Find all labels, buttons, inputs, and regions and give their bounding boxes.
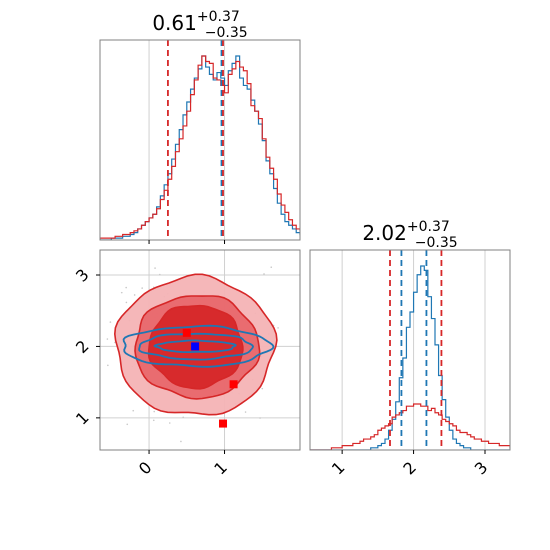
joint-sample-point: [120, 291, 123, 294]
joint-marker-red-2: [229, 380, 238, 389]
hist-param2-blue-histogram: [310, 265, 510, 450]
hist-param1-ticks: [148, 240, 226, 244]
joint-x-tick-label-0: 0: [135, 458, 156, 479]
hist-param1-minus: −0.35: [205, 25, 248, 41]
hist-param1-median: 0.61: [152, 11, 197, 35]
joint-sample-point: [133, 294, 136, 296]
joint-blue-contour-1: [138, 332, 254, 361]
joint-sample-point: [125, 301, 128, 304]
joint-sample-point: [152, 419, 155, 422]
joint-marker-blue-0: [191, 342, 200, 351]
joint-sample-point: [93, 356, 95, 358]
joint-x-tick-label-1: 1: [210, 458, 231, 479]
hist-param2-plus: +0.37: [407, 219, 450, 235]
joint-y-tick-label-2: 3: [72, 265, 93, 286]
joint-sample-point: [277, 327, 279, 329]
joint-sample-point: [106, 338, 109, 340]
joint-y-tick-label-0: 1: [72, 408, 93, 429]
joint-sample-point: [259, 417, 261, 419]
joint-contours-blue: [122, 324, 275, 368]
hist-param1-frame: [99, 39, 301, 241]
hist-param2-tick-label-0: 1: [328, 458, 349, 479]
joint-sample-point: [126, 423, 129, 426]
joint-blue-contour-0: [122, 324, 275, 368]
joint-sample-point: [107, 364, 109, 367]
joint-sample-point: [261, 387, 264, 390]
joint-sample-point: [132, 409, 135, 412]
joint-sample-point: [159, 273, 161, 276]
joint-marker-red-1: [182, 328, 191, 337]
hist-param2-frame: [309, 249, 511, 451]
joint-markers: [182, 328, 238, 428]
hist-param2-ticks: 1 2 3: [328, 450, 491, 478]
joint-marker-red-3: [219, 419, 228, 428]
hist-param1-blue-histogram: [100, 55, 300, 240]
joint-sample-point: [154, 267, 156, 269]
joint-y-ticks: 1 2 3: [72, 265, 100, 429]
joint-y-tick-label-1: 2: [72, 336, 93, 357]
hist-param2-panel: 2.02+0.37 −0.35 1 2 3: [309, 219, 511, 478]
hist-param1-quantile-lines: [167, 40, 224, 240]
hist-param2-tick-label-2: 3: [471, 458, 492, 479]
hist-param2-minus: −0.35: [415, 235, 458, 251]
joint-sample-point: [244, 411, 247, 413]
joint-sample-point: [263, 273, 265, 275]
hist-param1-plus: +0.37: [197, 9, 240, 25]
joint-frame: [99, 249, 301, 451]
joint-sample-point: [332, 345, 334, 347]
joint-sample-point: [180, 440, 182, 443]
joint-sample-point: [259, 243, 261, 245]
hist-param1-panel: 0.61+0.37 −0.35: [99, 9, 301, 244]
hist-param2-median: 2.02: [362, 221, 407, 245]
hist-param2-quantile-lines: [389, 250, 443, 450]
joint-sample-point: [182, 416, 185, 419]
hist-param1-title: 0.61+0.37 −0.35: [152, 9, 247, 41]
joint-sample-point: [109, 321, 112, 323]
joint-sample-point: [168, 422, 171, 424]
hist-param2-grid: [341, 250, 486, 450]
hist-param2-red-histogram: [310, 403, 510, 450]
hist-param2-tick-label-1: 2: [399, 458, 420, 479]
joint-blue-contour-2: [153, 339, 237, 353]
joint-sample-point: [125, 286, 127, 289]
joint-sample-point: [270, 266, 273, 269]
joint-sample-point: [182, 502, 184, 504]
joint-sample-point: [141, 287, 143, 289]
hist-param1-grid: [148, 40, 226, 240]
hist-param1-series: [100, 55, 300, 240]
hist-param1-red-histogram: [100, 55, 300, 240]
hist-param2-title: 2.02+0.37 −0.35: [362, 219, 457, 251]
hist-param2-series: [310, 265, 510, 450]
joint-sample-point: [153, 410, 156, 413]
joint-sample-point: [20, 301, 22, 303]
